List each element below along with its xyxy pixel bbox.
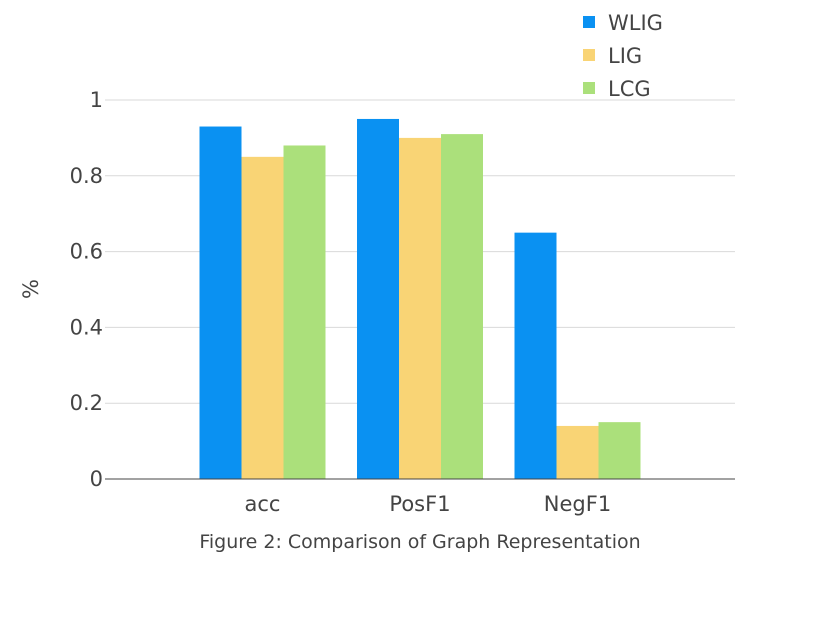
legend-label-wlig: WLIG	[608, 11, 663, 35]
legend-label-lcg: LCG	[608, 77, 651, 101]
x-tick-label: PosF1	[389, 492, 450, 516]
bar-wlig-negf1	[514, 232, 557, 479]
y-tick-label: 0.6	[70, 240, 103, 264]
bar-lcg-acc	[283, 145, 326, 480]
bar-lcg-negf1	[598, 422, 641, 479]
y-tick-label: 0.2	[70, 391, 103, 415]
bar-wlig-posf1	[357, 118, 399, 479]
bar-lig-posf1	[399, 137, 441, 479]
bar-lig-negf1	[556, 425, 599, 479]
legend-swatch-wlig	[583, 16, 595, 28]
y-axis-label: %	[19, 279, 43, 299]
x-tick-label: NegF1	[544, 492, 611, 516]
legend-label-lig: LIG	[608, 44, 642, 68]
legend: WLIG LIG LCG	[583, 11, 663, 101]
figure-caption: Figure 2: Comparison of Graph Representa…	[199, 531, 640, 553]
x-tick-label: acc	[245, 492, 281, 516]
bars	[199, 118, 641, 480]
legend-swatch-lcg	[583, 82, 595, 94]
bar-lcg-posf1	[441, 134, 483, 480]
y-tick-label: 0.4	[70, 315, 103, 339]
y-tick-label: 0.8	[70, 164, 103, 188]
bar-wlig-acc	[199, 126, 242, 479]
y-tick-label: 1	[90, 88, 103, 112]
legend-swatch-lig	[583, 49, 595, 61]
axes: 0 0.2 0.4 0.6 0.8 1 acc PosF1 NegF1	[70, 88, 735, 516]
bar-lig-acc	[241, 156, 284, 479]
y-tick-label: 0	[90, 467, 103, 491]
